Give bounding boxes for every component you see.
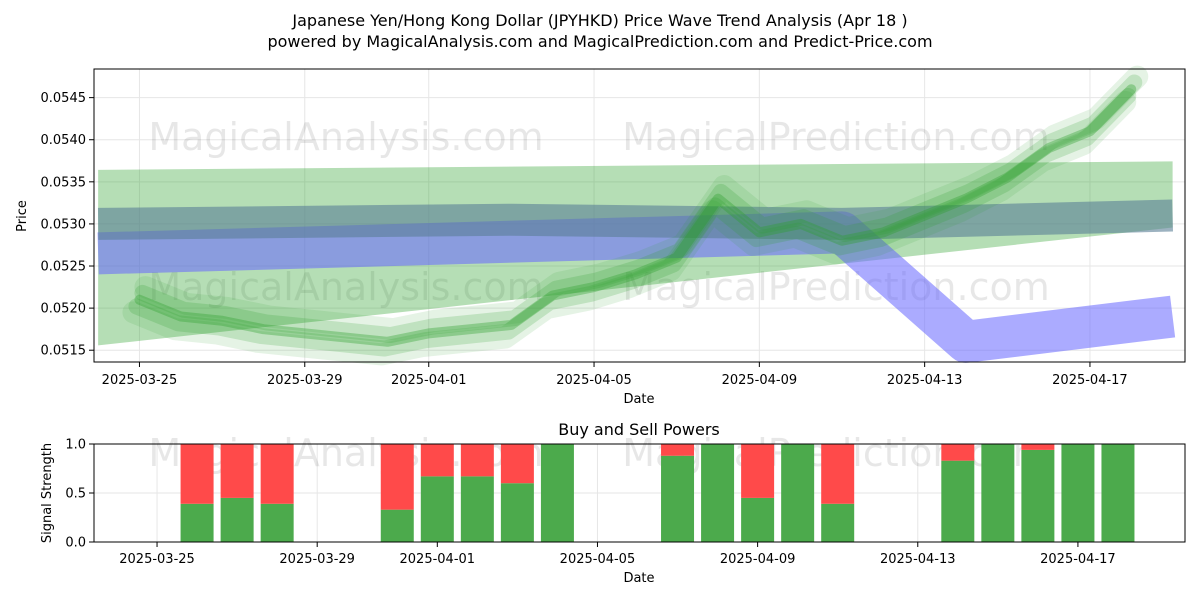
green-wave-line	[122, 90, 1137, 366]
slate-trend-band	[97, 199, 1174, 240]
buy-bar	[420, 476, 454, 542]
sell-bar	[741, 444, 775, 498]
signal-y-tick-label: 1.0	[65, 438, 86, 453]
price-plot-frame	[93, 68, 1186, 363]
sell-bar	[941, 444, 975, 461]
green-wave-line	[134, 65, 1149, 341]
price-y-tick-label: 0.0540	[41, 133, 87, 148]
price-y-tick-label: 0.0520	[41, 302, 87, 317]
signal-y-ticks: 0.0 0.5 1.0	[65, 438, 94, 551]
buy-bar	[661, 455, 695, 542]
buy-bar	[180, 503, 214, 542]
watermark-text: MagicalAnalysis.com	[148, 115, 543, 159]
buy-bar	[500, 483, 534, 542]
signal-x-tick-label: 2025-04-17	[1040, 552, 1116, 567]
signal-x-tick-label: 2025-03-25	[119, 552, 195, 567]
sell-bar	[220, 444, 254, 498]
signal-x-tick-label: 2025-04-13	[880, 552, 956, 567]
price-x-tick-label: 2025-03-25	[102, 373, 178, 388]
green-wave-line	[128, 87, 1137, 357]
buy-bar	[380, 509, 414, 542]
signal-x-tick-label: 2025-04-09	[720, 552, 796, 567]
chart-title: Japanese Yen/Hong Kong Dollar (JPYHKD) P…	[291, 11, 907, 30]
signal-x-tick-label: 2025-04-01	[400, 552, 476, 567]
price-panel: MagicalAnalysis.com MagicalPrediction.com…	[15, 65, 1186, 407]
watermark-text: MagicalAnalysis.com	[148, 265, 543, 309]
price-y-tick-label: 0.0530	[41, 217, 87, 232]
price-x-tick-label: 2025-04-17	[1052, 373, 1128, 388]
price-x-tick-label: 2025-03-29	[267, 373, 343, 388]
buy-bar	[821, 503, 855, 542]
blue-trend-band	[97, 211, 1176, 363]
price-x-tick-label: 2025-04-01	[391, 373, 467, 388]
watermark-text: MagicalPrediction.com	[622, 265, 1050, 309]
buy-bar	[781, 444, 815, 542]
buy-bar	[741, 497, 775, 542]
buy-bar	[220, 497, 254, 542]
price-x-label: Date	[623, 392, 654, 407]
price-watermarks: MagicalAnalysis.com MagicalPrediction.com…	[148, 115, 1049, 309]
signal-x-ticks: 2025-03-25 2025-03-29 2025-04-01 2025-04-05…	[119, 542, 1116, 567]
buy-bar	[540, 444, 574, 542]
signal-y-tick-label: 0.0	[65, 536, 86, 551]
signal-y-tick-label: 0.5	[65, 487, 86, 502]
sell-bar	[420, 444, 454, 477]
watermark-text: MagicalPrediction.com	[622, 115, 1050, 159]
buy-bar	[981, 444, 1015, 542]
sell-bar	[821, 444, 855, 504]
sell-bar	[661, 444, 695, 456]
price-y-label: Price	[15, 200, 30, 232]
signal-title: Buy and Sell Powers	[558, 420, 720, 439]
price-x-tick-label: 2025-04-13	[887, 373, 963, 388]
price-y-tick-label: 0.0545	[41, 91, 87, 106]
signal-bars	[180, 444, 1135, 542]
signal-panel: Buy and Sell Powers MagicalAnalysis.comM…	[40, 420, 1186, 586]
price-y-ticks: 0.0515 0.0520 0.0525 0.0530 0.0535 0.0540 0.05…	[41, 91, 94, 359]
chart-subtitle: powered by MagicalAnalysis.com and Magic…	[267, 32, 932, 51]
price-x-ticks: 2025-03-25 2025-03-29 2025-04-01 2025-04-05…	[102, 362, 1128, 388]
buy-bar	[460, 476, 494, 542]
buy-bar	[941, 460, 975, 542]
signal-x-tick-label: 2025-03-29	[279, 552, 355, 567]
sell-bar	[1021, 444, 1055, 450]
price-y-tick-label: 0.0525	[41, 260, 87, 275]
buy-bar	[260, 503, 294, 542]
buy-bar	[1021, 449, 1055, 542]
buy-bar	[1061, 444, 1095, 542]
price-x-tick-label: 2025-04-09	[722, 373, 798, 388]
buy-bar	[1101, 444, 1135, 542]
price-y-tick-label: 0.0535	[41, 175, 87, 190]
price-x-tick-label: 2025-04-05	[556, 373, 632, 388]
price-y-tick-label: 0.0515	[41, 344, 87, 359]
green-wave-line	[134, 74, 1143, 344]
buy-bar	[701, 444, 735, 542]
sell-bar	[180, 444, 214, 504]
signal-y-label: Signal Strength	[40, 443, 55, 543]
green-wave-line	[134, 84, 1137, 347]
signal-x-label: Date	[623, 571, 654, 586]
sell-bar	[260, 444, 294, 504]
price-bands	[97, 65, 1176, 366]
sell-bar	[500, 444, 534, 484]
sell-bar	[380, 444, 414, 510]
signal-x-tick-label: 2025-04-05	[560, 552, 636, 567]
sell-bar	[460, 444, 494, 477]
